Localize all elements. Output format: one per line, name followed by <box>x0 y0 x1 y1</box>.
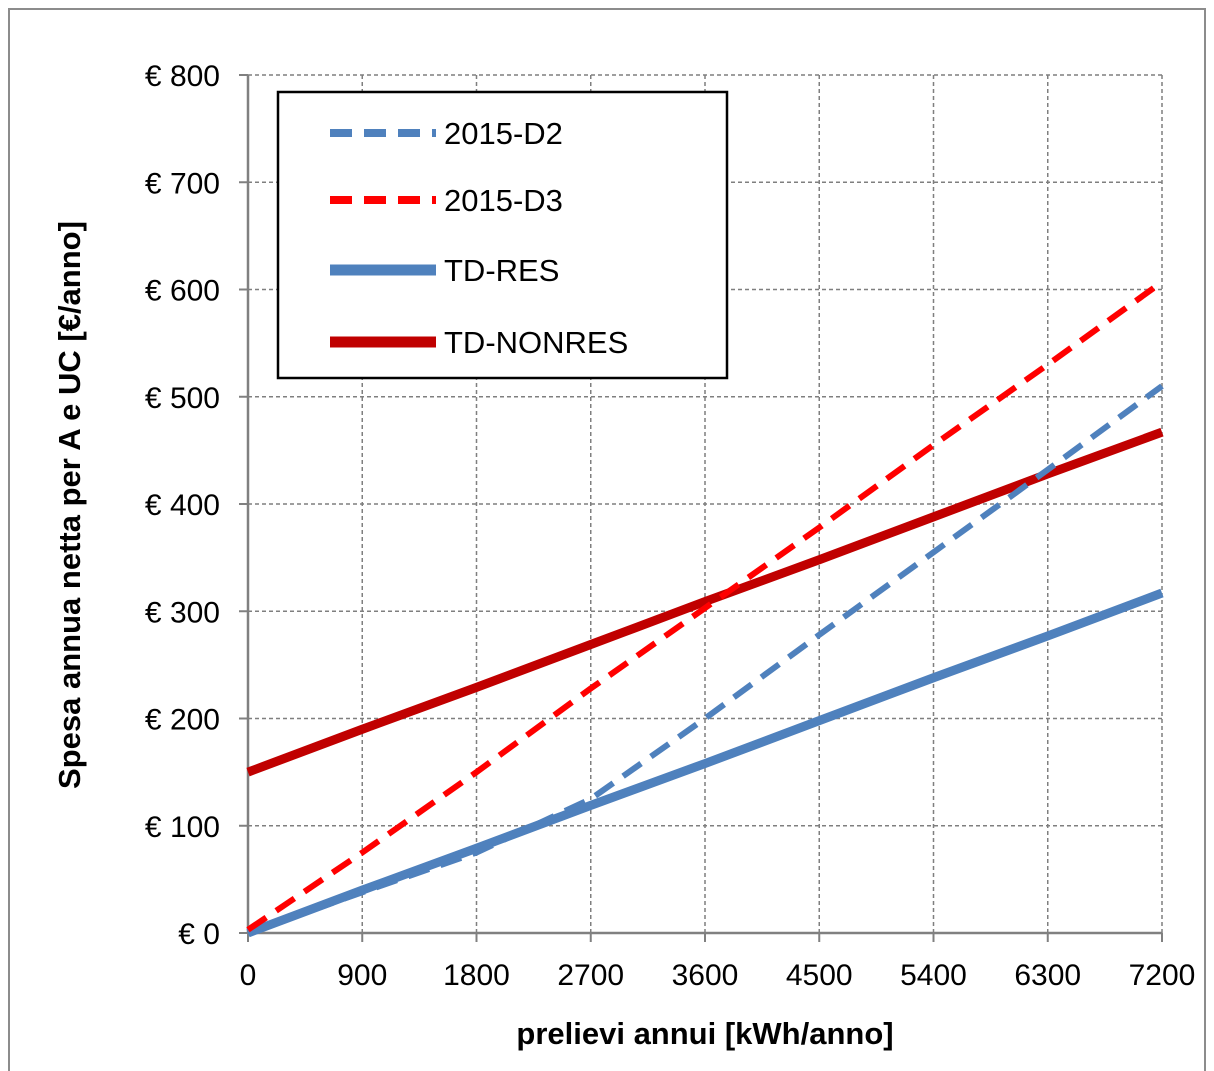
y-tick-label: € 600 <box>145 275 220 308</box>
legend-label-2015-d2: 2015-D2 <box>444 116 563 151</box>
y-tick-label: € 100 <box>145 811 220 844</box>
legend-label-td-res: TD-RES <box>444 253 559 288</box>
y-tick-label: € 200 <box>145 704 220 737</box>
x-tick-label: 2700 <box>557 959 624 992</box>
legend-label-2015-d3: 2015-D3 <box>444 183 563 218</box>
y-tick-label: € 500 <box>145 382 220 415</box>
legend: 2015-D2 2015-D3 TD-RES TD-NONRES <box>276 90 729 380</box>
y-tick-label: € 300 <box>145 596 220 629</box>
x-tick-label: 7200 <box>1129 959 1196 992</box>
y-axis-title: Spesa annua netta per A e UC [€/anno] <box>52 221 87 789</box>
x-axis-title: prelievi annui [kWh/anno] <box>516 1016 893 1051</box>
axes <box>239 74 1163 942</box>
series-line-td-res <box>246 588 1164 938</box>
series-line-2015-d3 <box>246 279 1164 933</box>
x-tick-label: 4500 <box>786 959 853 992</box>
y-tick-label: € 800 <box>145 60 220 93</box>
chart-frame <box>8 8 1206 1071</box>
legend-label-td-nonres: TD-NONRES <box>444 325 628 360</box>
legend-box <box>276 90 729 380</box>
y-tick-label: € 700 <box>145 167 220 200</box>
y-tick-label: € 400 <box>145 489 220 522</box>
x-tick-label: 6300 <box>1014 959 1081 992</box>
x-tick-label: 5400 <box>900 959 967 992</box>
series-line-td-nonres <box>246 427 1164 777</box>
x-tick-label: 0 <box>240 959 257 992</box>
x-tick-labels: 0 900 1800 2700 3600 4500 5400 6300 7200 <box>240 959 1196 992</box>
x-tick-label: 1800 <box>443 959 510 992</box>
series-lines <box>246 279 1164 938</box>
y-tick-label: € 0 <box>178 918 220 951</box>
x-tick-label: 900 <box>337 959 387 992</box>
x-tick-label: 3600 <box>672 959 739 992</box>
y-tick-labels: € 0 € 100 € 200 € 300 € 400 € 500 € 600 € 700 € … <box>145 60 220 951</box>
series-line-2015-d2 <box>246 383 1164 936</box>
